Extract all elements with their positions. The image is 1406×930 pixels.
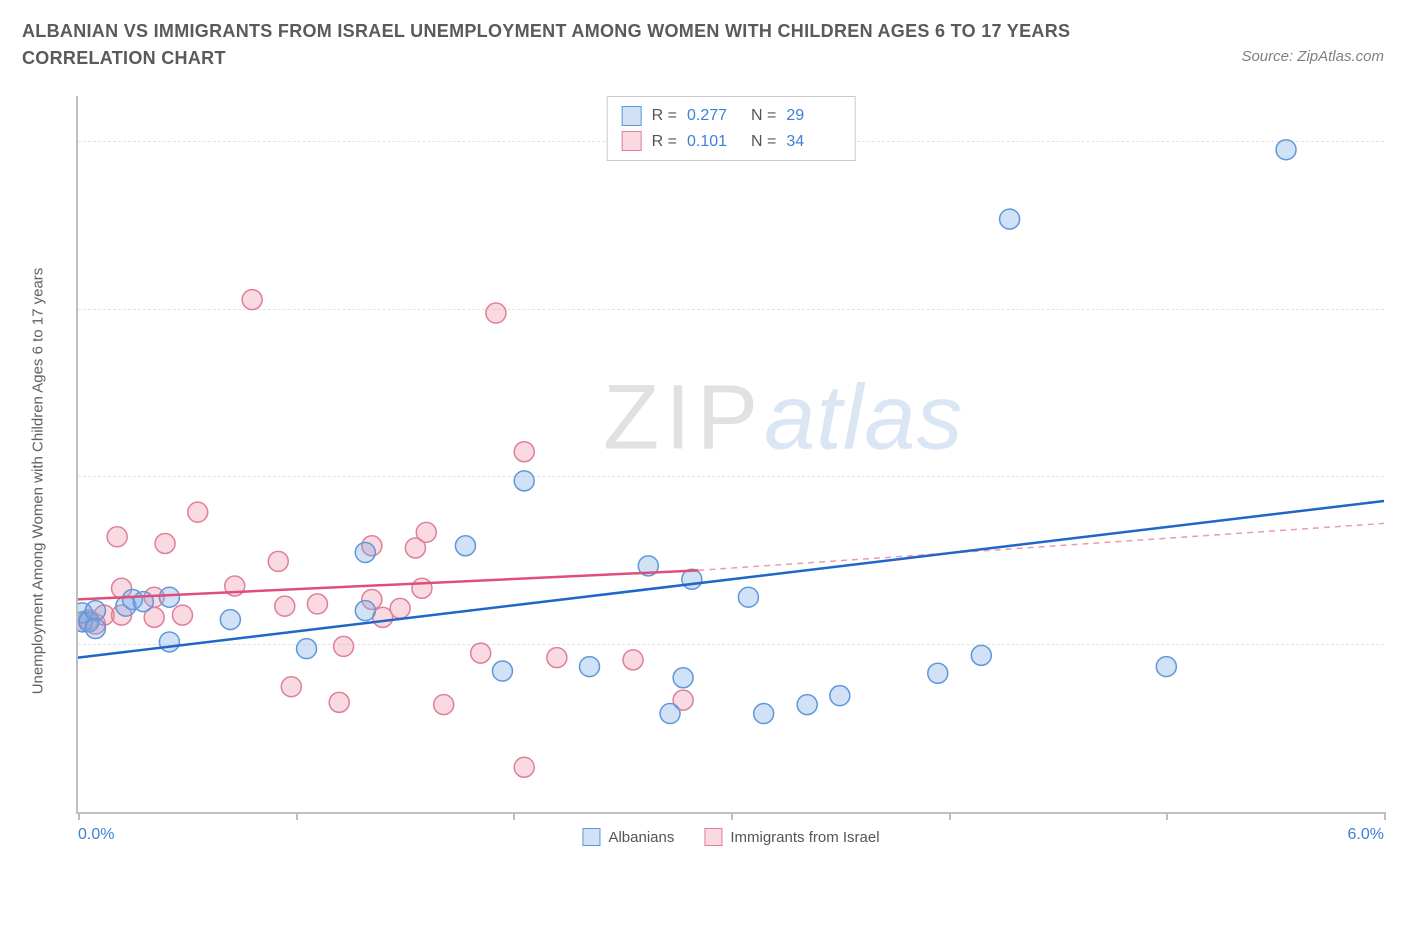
scatter-point-albanians xyxy=(220,610,240,630)
scatter-svg xyxy=(78,96,1384,812)
legend-item-israel: Immigrants from Israel xyxy=(704,828,879,846)
scatter-point-israel xyxy=(390,598,410,618)
legend-r-value-albanians: 0.277 xyxy=(687,103,741,129)
scatter-point-albanians xyxy=(1000,209,1020,229)
scatter-point-albanians xyxy=(514,471,534,491)
scatter-point-israel xyxy=(623,650,643,670)
x-tick-label: 0.0% xyxy=(78,826,114,844)
legend-swatch-albanians-bottom xyxy=(582,828,600,846)
scatter-point-israel xyxy=(547,648,567,668)
scatter-point-israel xyxy=(155,534,175,554)
scatter-point-israel xyxy=(307,594,327,614)
scatter-point-albanians xyxy=(159,587,179,607)
legend-r-label: R = xyxy=(652,103,677,129)
x-tick-label: 6.0% xyxy=(1348,826,1384,844)
legend-n-value-albanians: 29 xyxy=(786,103,840,129)
scatter-point-albanians xyxy=(660,704,680,724)
x-tick xyxy=(513,812,515,820)
x-tick xyxy=(296,812,298,820)
legend-row-israel: R = 0.101 N = 34 xyxy=(622,129,841,155)
correlation-legend: R = 0.277 N = 29 R = 0.101 N = 34 xyxy=(607,96,856,161)
x-tick xyxy=(949,812,951,820)
legend-swatch-albanians xyxy=(622,106,642,126)
scatter-point-albanians xyxy=(928,663,948,683)
legend-n-value-israel: 34 xyxy=(786,129,840,155)
legend-label-israel: Immigrants from Israel xyxy=(730,829,879,846)
trendline-albanians xyxy=(78,501,1384,658)
x-tick xyxy=(1384,812,1386,820)
chart-area: Unemployment Among Women with Children A… xyxy=(54,96,1384,866)
x-tick xyxy=(78,812,80,820)
scatter-point-israel xyxy=(275,596,295,616)
scatter-point-israel xyxy=(471,643,491,663)
scatter-point-albanians xyxy=(297,639,317,659)
series-legend: Albanians Immigrants from Israel xyxy=(582,828,879,846)
scatter-point-israel xyxy=(416,522,436,542)
scatter-point-israel xyxy=(514,442,534,462)
scatter-point-albanians xyxy=(738,587,758,607)
legend-label-albanians: Albanians xyxy=(608,829,674,846)
legend-r-label: R = xyxy=(652,129,677,155)
scatter-point-albanians xyxy=(1156,657,1176,677)
legend-r-value-israel: 0.101 xyxy=(687,129,741,155)
scatter-point-israel xyxy=(107,527,127,547)
scatter-point-israel xyxy=(329,692,349,712)
scatter-point-israel xyxy=(334,636,354,656)
legend-n-label: N = xyxy=(751,129,776,155)
legend-swatch-israel xyxy=(622,131,642,151)
scatter-point-albanians xyxy=(580,657,600,677)
scatter-point-albanians xyxy=(159,632,179,652)
x-tick xyxy=(731,812,733,820)
chart-title: ALBANIAN VS IMMIGRANTS FROM ISRAEL UNEMP… xyxy=(22,18,1142,72)
scatter-point-albanians xyxy=(133,592,153,612)
scatter-point-albanians xyxy=(971,645,991,665)
plot-region: ZIPatlas R = 0.277 N = 29 R = 0.101 N = … xyxy=(76,96,1384,814)
scatter-point-albanians xyxy=(85,601,105,621)
legend-item-albanians: Albanians xyxy=(582,828,674,846)
source-attribution: Source: ZipAtlas.com xyxy=(1241,48,1384,65)
scatter-point-israel xyxy=(514,757,534,777)
scatter-point-albanians xyxy=(85,619,105,639)
scatter-point-israel xyxy=(486,303,506,323)
scatter-point-albanians xyxy=(455,536,475,556)
scatter-point-israel xyxy=(172,605,192,625)
scatter-point-israel xyxy=(281,677,301,697)
scatter-point-albanians xyxy=(355,601,375,621)
scatter-point-albanians xyxy=(492,661,512,681)
scatter-point-albanians xyxy=(673,668,693,688)
scatter-point-israel xyxy=(412,578,432,598)
scatter-point-albanians xyxy=(355,542,375,562)
y-axis-label: Unemployment Among Women with Children A… xyxy=(30,268,47,695)
scatter-point-albanians xyxy=(1276,140,1296,160)
legend-swatch-israel-bottom xyxy=(704,828,722,846)
scatter-point-albanians xyxy=(754,704,774,724)
scatter-point-israel xyxy=(434,695,454,715)
x-tick xyxy=(1166,812,1168,820)
scatter-point-israel xyxy=(188,502,208,522)
scatter-point-israel xyxy=(242,290,262,310)
legend-row-albanians: R = 0.277 N = 29 xyxy=(622,103,841,129)
legend-n-label: N = xyxy=(751,103,776,129)
scatter-point-israel xyxy=(268,551,288,571)
scatter-point-albanians xyxy=(797,695,817,715)
scatter-point-albanians xyxy=(830,686,850,706)
scatter-point-albanians xyxy=(682,569,702,589)
trendline-israel-dashed xyxy=(698,523,1384,570)
